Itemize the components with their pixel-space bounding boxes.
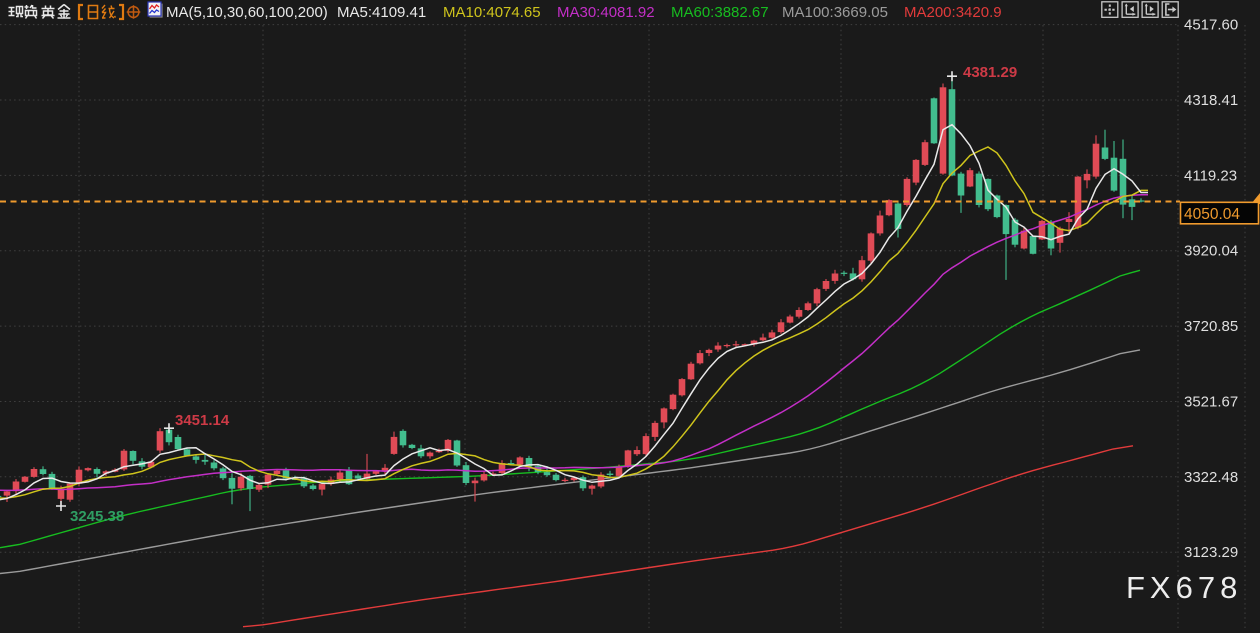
svg-text:MA30:4081.92: MA30:4081.92 — [557, 4, 655, 21]
svg-text:3920.04: 3920.04 — [1184, 243, 1238, 260]
svg-text:MA(5,10,30,60,100,200): MA(5,10,30,60,100,200) — [166, 4, 328, 21]
svg-text:4517.60: 4517.60 — [1184, 17, 1238, 34]
svg-text:4318.41: 4318.41 — [1184, 92, 1238, 109]
svg-text:MA10:4074.65: MA10:4074.65 — [443, 4, 541, 21]
svg-text:4381.29: 4381.29 — [963, 64, 1017, 81]
svg-text:3451.14: 3451.14 — [175, 412, 230, 429]
svg-text:4050.04: 4050.04 — [1184, 206, 1240, 223]
svg-text:3123.29: 3123.29 — [1184, 544, 1238, 561]
svg-text:FX678: FX678 — [1126, 570, 1242, 605]
svg-text:MA200:3420.9: MA200:3420.9 — [904, 4, 1002, 21]
svg-text:4119.23: 4119.23 — [1184, 167, 1237, 184]
svg-text:3322.48: 3322.48 — [1184, 469, 1238, 486]
svg-text:3720.85: 3720.85 — [1184, 318, 1238, 335]
svg-text:MA100:3669.05: MA100:3669.05 — [782, 4, 888, 21]
svg-text:3245.38: 3245.38 — [70, 508, 124, 525]
svg-text:MA60:3882.67: MA60:3882.67 — [671, 4, 769, 21]
svg-text:3521.67: 3521.67 — [1184, 394, 1238, 411]
svg-text:MA5:4109.41: MA5:4109.41 — [337, 4, 426, 21]
